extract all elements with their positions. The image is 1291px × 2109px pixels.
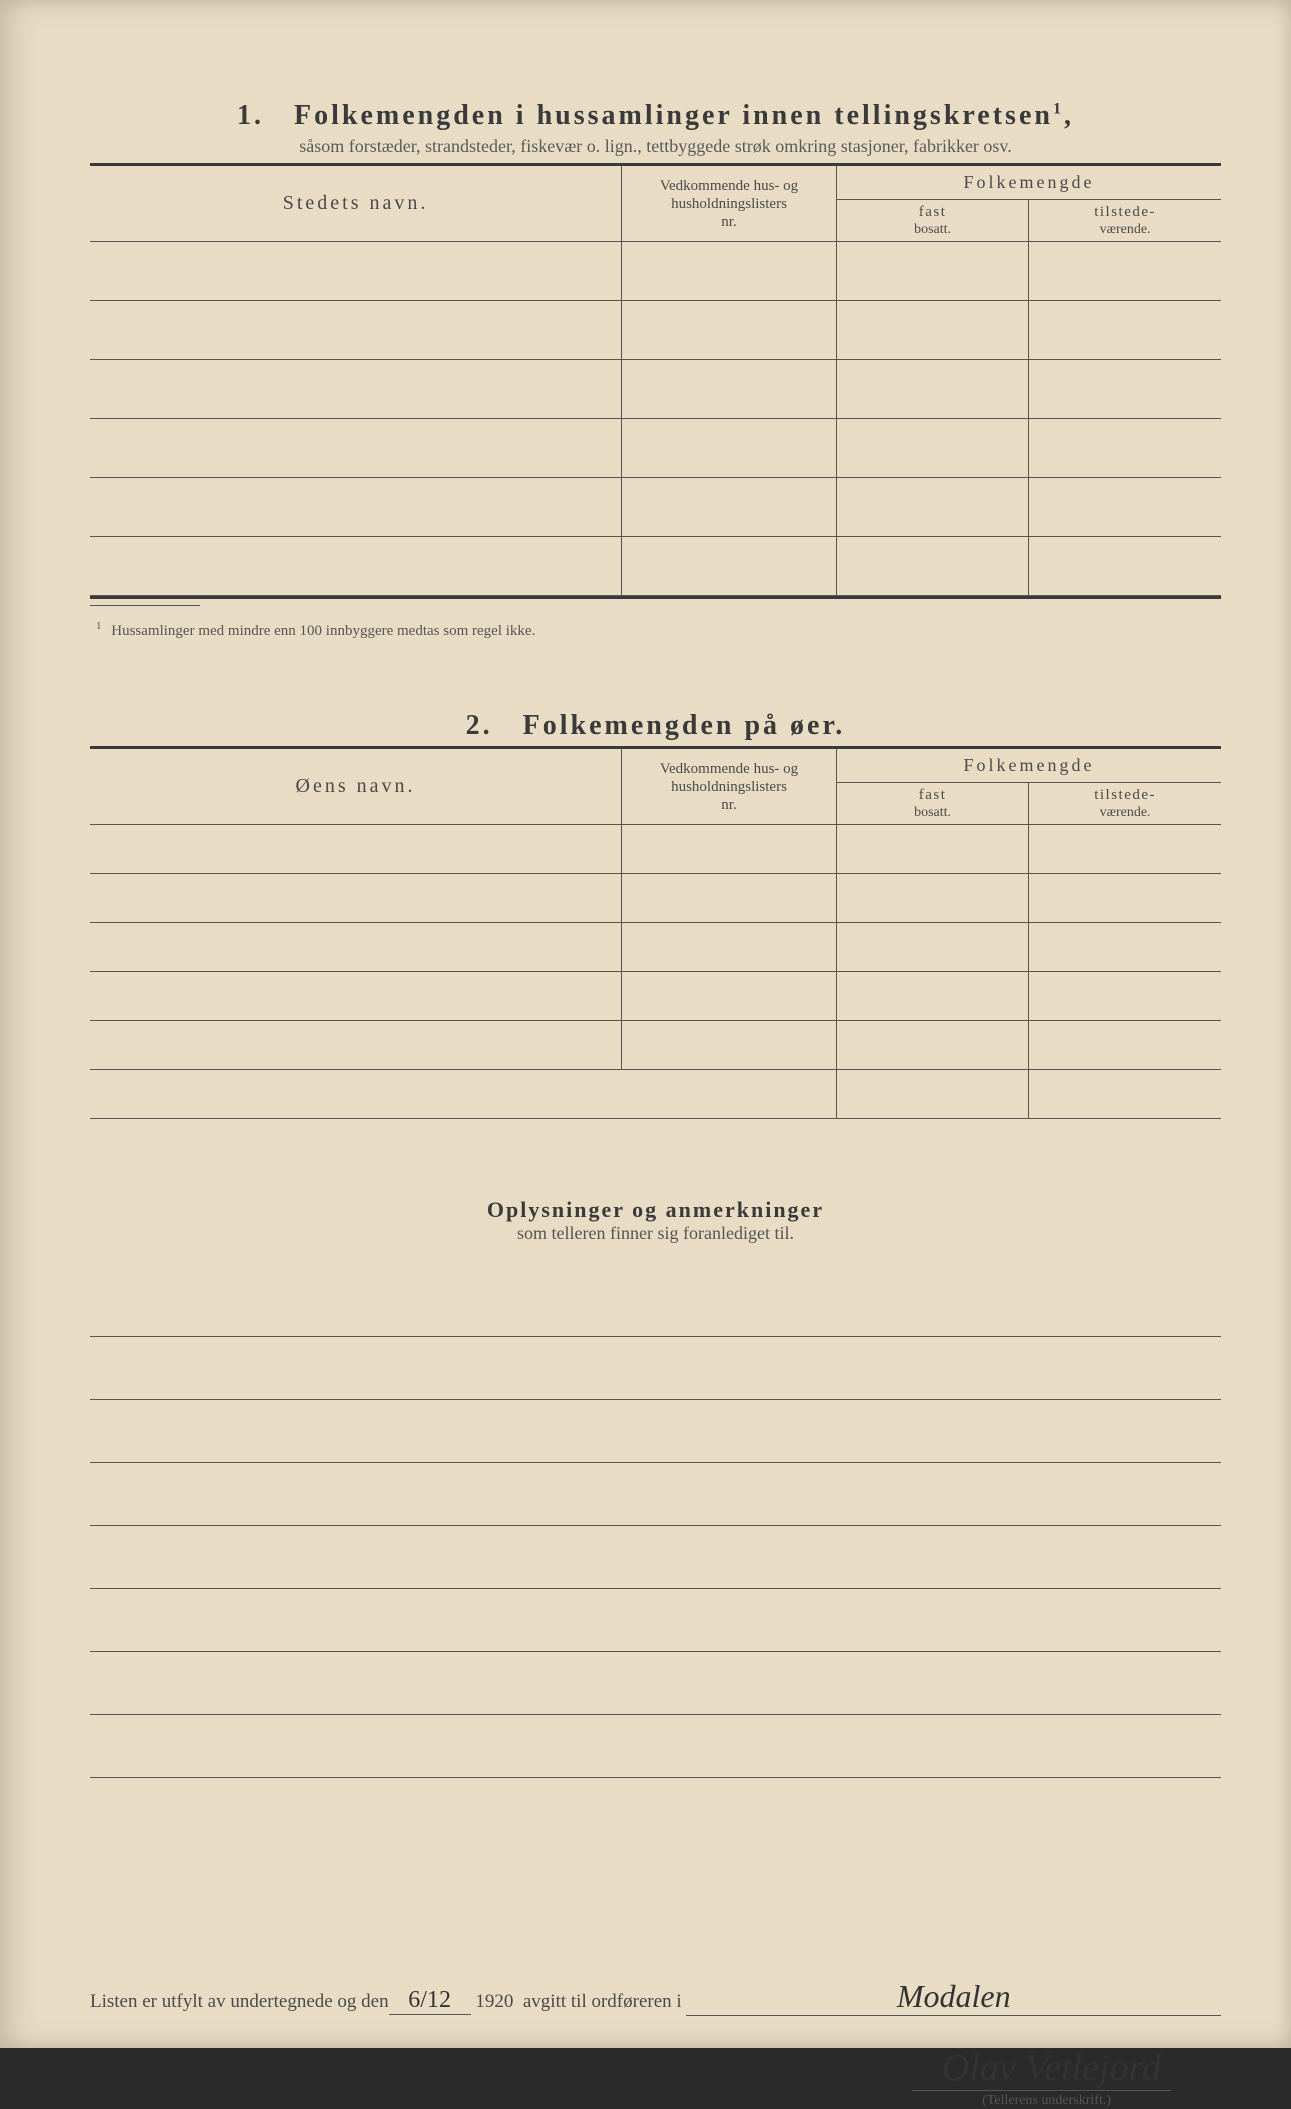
s2-col-fast: fastbosatt.: [836, 783, 1028, 825]
s1-col-folkemengde: Folkemengde: [836, 166, 1221, 200]
footer-mid: avgitt til ordføreren i: [523, 1991, 682, 2013]
remark-line: [90, 1715, 1221, 1778]
section2-table: Øens navn. Vedkommende hus- og husholdni…: [90, 749, 1221, 1167]
footer-line: Listen er utfylt av undertegnede og den …: [90, 1978, 1221, 2016]
section1-subtitle: såsom forstæder, strandsteder, fiskevær …: [90, 136, 1221, 157]
section2-title: 2. Folkemengden på øer.: [90, 710, 1221, 742]
section1-table: Stedets navn. Vedkommende hus- og hushol…: [90, 166, 1221, 596]
s2-body: [90, 825, 1221, 1168]
table-row: [90, 825, 1221, 874]
table-row: [90, 972, 1221, 1021]
section1-title-text: Folkemengden i hussamlinger innen tellin…: [294, 100, 1053, 131]
s2-col-name: Øens navn.: [90, 749, 622, 825]
table-row: [90, 478, 1221, 537]
section1-number: 1.: [237, 100, 264, 131]
footer-pre: Listen er utfylt av undertegnede og den: [90, 1991, 389, 2013]
remark-line: [90, 1652, 1221, 1715]
remarks-subtitle: som telleren finner sig foranlediget til…: [90, 1223, 1221, 1244]
remark-line: [90, 1337, 1221, 1400]
remarks-title: Oplysninger og anmerkninger: [90, 1197, 1221, 1223]
table-row: [90, 923, 1221, 972]
section1-bottom-rule: [90, 596, 1221, 599]
footer-place: Modalen: [686, 1978, 1221, 2016]
s1-col-lister: Vedkommende hus- og husholdningslisters …: [622, 166, 837, 242]
s1-col-tilst: tilstede-værende.: [1029, 200, 1221, 242]
section2-title-text: Folkemengden på øer.: [523, 710, 846, 741]
remarks-lines: [90, 1274, 1221, 1778]
remark-line: [90, 1463, 1221, 1526]
section1-title: 1. Folkemengden i hussamlinger innen tel…: [90, 100, 1221, 132]
footer-date: 6/12: [389, 1987, 471, 2015]
s1-col-name: Stedets navn.: [90, 166, 622, 242]
signature-block: Olav Vetlejord (Tellerens underskrift.): [90, 2046, 1221, 2109]
s1-col-fast: fastbosatt.: [836, 200, 1028, 242]
table-row: [90, 1021, 1221, 1070]
s2-col-folkemengde: Folkemengde: [836, 749, 1221, 783]
remark-line: [90, 1274, 1221, 1337]
table-row: [90, 1119, 1221, 1168]
remark-line: [90, 1400, 1221, 1463]
s2-col-tilst: tilstede-værende.: [1029, 783, 1221, 825]
table-row: [90, 419, 1221, 478]
signature: Olav Vetlejord: [912, 2046, 1171, 2091]
table-row: [90, 360, 1221, 419]
remark-line: [90, 1589, 1221, 1652]
footnote-rule: [90, 605, 200, 606]
s2-col-lister: Vedkommende hus- og husholdningslisters …: [622, 749, 837, 825]
signature-label: (Tellerens underskrift.): [90, 2093, 1171, 2109]
section1-title-sup: 1: [1053, 101, 1064, 118]
section1-footnote: 1 Hussamlinger med mindre enn 100 innbyg…: [90, 620, 1221, 640]
table-row: [90, 1070, 1221, 1119]
footer-year: 1920: [475, 1991, 513, 2013]
census-form-page: 1. Folkemengden i hussamlinger innen tel…: [0, 0, 1291, 2048]
s1-body: [90, 242, 1221, 596]
table-row: [90, 537, 1221, 596]
remark-line: [90, 1526, 1221, 1589]
section2-number: 2.: [466, 710, 493, 741]
table-row: [90, 301, 1221, 360]
table-row: [90, 874, 1221, 923]
table-row: [90, 242, 1221, 301]
